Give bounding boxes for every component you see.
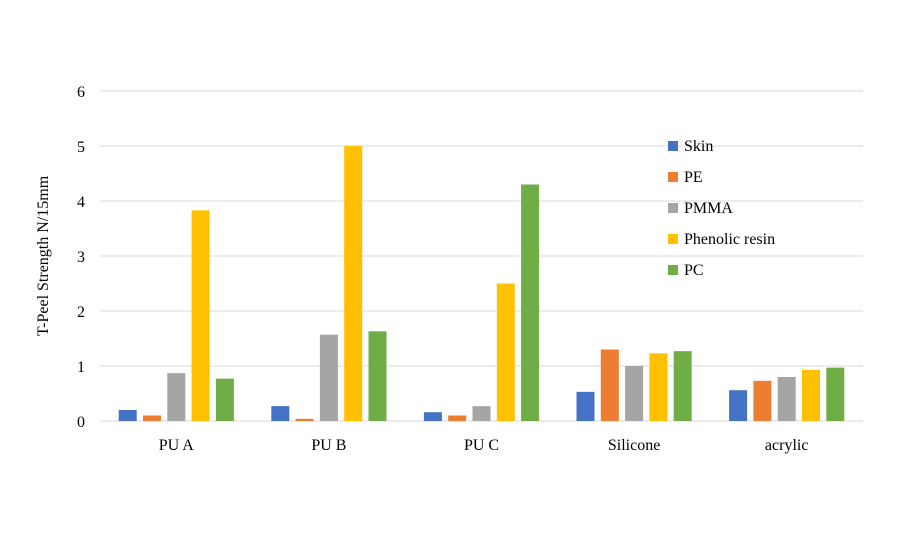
legend-label: PMMA [684,200,733,217]
y-tick-label: 3 [77,249,85,266]
bar-pe-silicone [600,349,619,421]
bar-skin-acrylic [729,390,748,421]
bar-pmma-pu-b [319,334,338,421]
legend-swatch [668,265,678,275]
legend-label: Skin [684,138,713,155]
legend-label: PE [684,169,703,186]
bar-pmma-pu-c [472,406,491,421]
bar-pmma-acrylic [777,377,796,421]
y-tick-labels: 0 1 2 3 4 5 6 [77,84,85,431]
category-label: PU B [311,437,346,454]
bar-pc-pu-b [368,331,387,421]
category-labels: PU A PU B PU C Silicone acrylic [159,437,809,454]
category-label: PU C [464,437,499,454]
bars [118,146,845,421]
legend-swatch [668,234,678,244]
y-tick-label: 4 [77,194,85,211]
bar-pc-acrylic [826,367,845,421]
bar-skin-pu-b [271,406,290,421]
bar-pe-pu-c [448,415,467,421]
bar-pc-pu-c [521,184,540,421]
y-tick-label: 2 [77,304,85,321]
y-tick-label: 5 [77,139,85,156]
y-tick-label: 1 [77,359,85,376]
y-tick-label: 0 [77,414,85,431]
bar-phenolic-resin-pu-c [496,283,515,421]
bar-pc-silicone [673,351,692,421]
legend-swatch [668,203,678,213]
category-label: PU A [159,437,195,454]
legend-label: PC [684,262,704,279]
legend-label: Phenolic resin [684,231,775,248]
y-tick-label: 6 [77,84,85,101]
bar-skin-silicone [576,391,595,421]
bar-phenolic-resin-acrylic [802,369,820,421]
bar-pe-acrylic [753,380,772,421]
bar-phenolic-resin-silicone [649,353,668,421]
category-label: acrylic [765,437,809,454]
bar-pmma-silicone [625,366,644,421]
legend-swatch [668,141,678,151]
bar-pc-pu-a [215,378,234,421]
bar-phenolic-resin-pu-a [191,210,210,421]
legend-swatch [668,172,678,182]
bar-phenolic-resin-pu-b [344,146,363,421]
legend: Skin PE PMMA Phenolic resin PC [668,138,775,279]
category-label: Silicone [608,437,660,454]
bar-skin-pu-c [423,412,442,421]
bar-skin-pu-a [118,410,137,421]
bar-pe-pu-a [143,415,161,421]
bar-pe-pu-b [295,418,314,421]
y-axis-title: T-Peel Strength N/15mm [35,175,52,336]
bar-pmma-pu-a [167,373,186,421]
gridlines [100,90,863,422]
